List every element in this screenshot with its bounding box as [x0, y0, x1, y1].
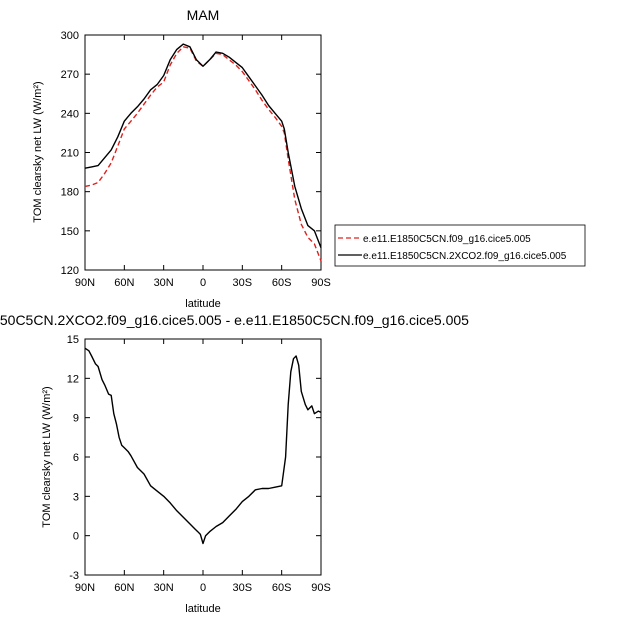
top-y-axis: 120 150 180 210 240 270 300 [61, 30, 321, 277]
bottom-y-tick-label: 3 [73, 491, 79, 503]
top-y-tick-label: 300 [61, 30, 79, 42]
bottom-x-tick-label: 90N [75, 582, 95, 594]
top-y-tick-label: 180 [61, 187, 79, 199]
bottom-y-tick-label: -3 [69, 570, 79, 582]
bottom-x-tick-label: 60N [114, 582, 134, 594]
top-x-axis-label: latitude [185, 298, 220, 310]
legend-box [334, 224, 586, 267]
bottom-x-tick-label: 30S [233, 582, 253, 594]
bottom-y-tick-label: 15 [67, 334, 79, 346]
bottom-y-tick-label: 6 [73, 452, 79, 464]
bottom-chart-title: e.e11.E1850C5CN.2XCO2.f09_g16.cice5.005 … [0, 312, 469, 328]
bottom-x-axis: 90N 60N 30N 0 30S 60S 90S [75, 339, 331, 594]
top-y-tick-label: 270 [61, 69, 79, 81]
top-chart-title: MAM [187, 7, 220, 23]
bottom-y-tick-label: 12 [67, 373, 79, 385]
legend: e.e11.E1850C5CN.f09_g16.cice5.005 e.e11.… [334, 224, 586, 267]
bottom-x-axis-label: latitude [185, 603, 220, 615]
top-y-axis-label: TOM clearsky net LW (W/m²) [32, 81, 44, 222]
top-series-line-0 [84, 46, 322, 262]
bottom-y-axis-label-text: TOM clearsky net LW (W/m²) [41, 386, 53, 527]
bottom-y-axis-label: TOM clearsky net LW (W/m²) [41, 386, 53, 527]
bottom-x-tick-label: 60S [272, 582, 292, 594]
top-x-tick-label: 30S [233, 277, 253, 289]
top-y-tick-label: 150 [61, 226, 79, 238]
top-y-axis-label-text: TOM clearsky net LW (W/m²) [32, 81, 44, 222]
top-x-tick-label: 90S [311, 277, 331, 289]
legend-label-control: e.e11.E1850C5CN.f09_g16.cice5.005 [363, 234, 531, 245]
top-y-tick-label: 120 [61, 265, 79, 277]
bottom-x-tick-label: 30N [154, 582, 174, 594]
bottom-series-line-0 [84, 347, 322, 545]
top-series-line-1 [84, 43, 322, 249]
top-x-tick-label: 0 [200, 277, 206, 289]
top-y-tick-label: 240 [61, 108, 79, 120]
top-series-group [84, 43, 322, 262]
top-x-tick-label: 60S [272, 277, 292, 289]
bottom-y-tick-label: 9 [73, 413, 79, 425]
bottom-x-tick-label: 90S [311, 582, 331, 594]
top-panel: MAM 120 150 180 210 240 270 300 90N 60N 30N 0 30S 6… [32, 7, 586, 310]
bottom-x-tick-label: 0 [200, 582, 206, 594]
top-x-tick-label: 90N [75, 277, 95, 289]
bottom-y-tick-label: 0 [73, 531, 79, 543]
bottom-series-group [84, 347, 322, 545]
top-plot-frame [84, 34, 322, 271]
top-x-tick-label: 30N [154, 277, 174, 289]
bottom-panel: e.e11.E1850C5CN.2XCO2.f09_g16.cice5.005 … [0, 312, 469, 615]
bottom-y-axis: -3 0 3 6 9 12 15 [67, 334, 321, 582]
top-x-tick-label: 60N [114, 277, 134, 289]
top-x-axis: 90N 60N 30N 0 30S 60S 90S [75, 35, 331, 289]
legend-label-2xco2: e.e11.E1850C5CN.2XCO2.f09_g16.cice5.005 [363, 251, 567, 262]
top-y-tick-label: 210 [61, 148, 79, 160]
